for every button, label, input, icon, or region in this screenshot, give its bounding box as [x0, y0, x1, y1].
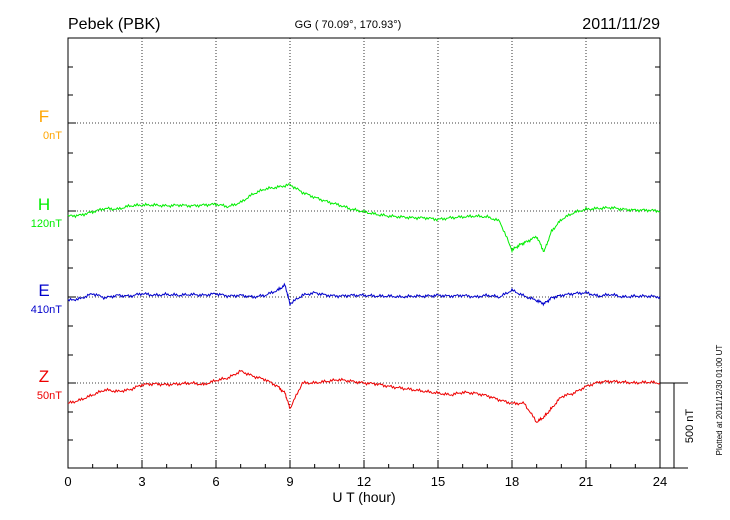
series-name-Z: Z: [39, 367, 49, 386]
scale-bar-label: 500 nT: [684, 409, 696, 444]
grid: [68, 38, 660, 468]
plot-frame: [67, 37, 661, 469]
station-title: Pebek (PBK): [68, 16, 160, 33]
x-tick-label-9: 9: [286, 474, 293, 489]
series-line-H: [67, 183, 661, 254]
series-name-E: E: [38, 281, 49, 300]
series-baseline-E: 410nT: [31, 304, 62, 316]
x-ticks: [67, 66, 661, 468]
series-labels: F 0nT H 120nT E 410nT Z 50nT: [31, 107, 62, 402]
x-tick-label-18: 18: [505, 474, 519, 489]
series-baseline-H: 120nT: [31, 218, 62, 230]
series-line-E: [67, 282, 661, 307]
date-label: 2011/11/29: [582, 16, 660, 33]
x-axis-label: U T (hour): [332, 489, 395, 505]
x-tick-label-0: 0: [64, 474, 71, 489]
x-tick-label-12: 12: [357, 474, 371, 489]
x-tick-label-15: 15: [431, 474, 445, 489]
x-tick-labels: 0 3 6 9 12 15 18 21 24: [64, 474, 667, 489]
coords-label: GG ( 70.09°, 170.93°): [295, 19, 402, 31]
scale-bar: 500 nT: [660, 382, 696, 469]
x-tick-label-6: 6: [212, 474, 219, 489]
series-line-Z: [67, 369, 661, 423]
series-baseline-F: 0nT: [43, 130, 62, 142]
series-baseline-Z: 50nT: [37, 390, 62, 402]
x-tick-label-24: 24: [653, 474, 667, 489]
x-tick-label-3: 3: [138, 474, 145, 489]
series-name-H: H: [38, 195, 50, 214]
x-tick-label-21: 21: [579, 474, 593, 489]
series-name-F: F: [39, 107, 49, 126]
plotted-at-label: Plotted at 2011/12/30 01:00 UT: [715, 345, 724, 456]
series-lines: [67, 183, 661, 423]
